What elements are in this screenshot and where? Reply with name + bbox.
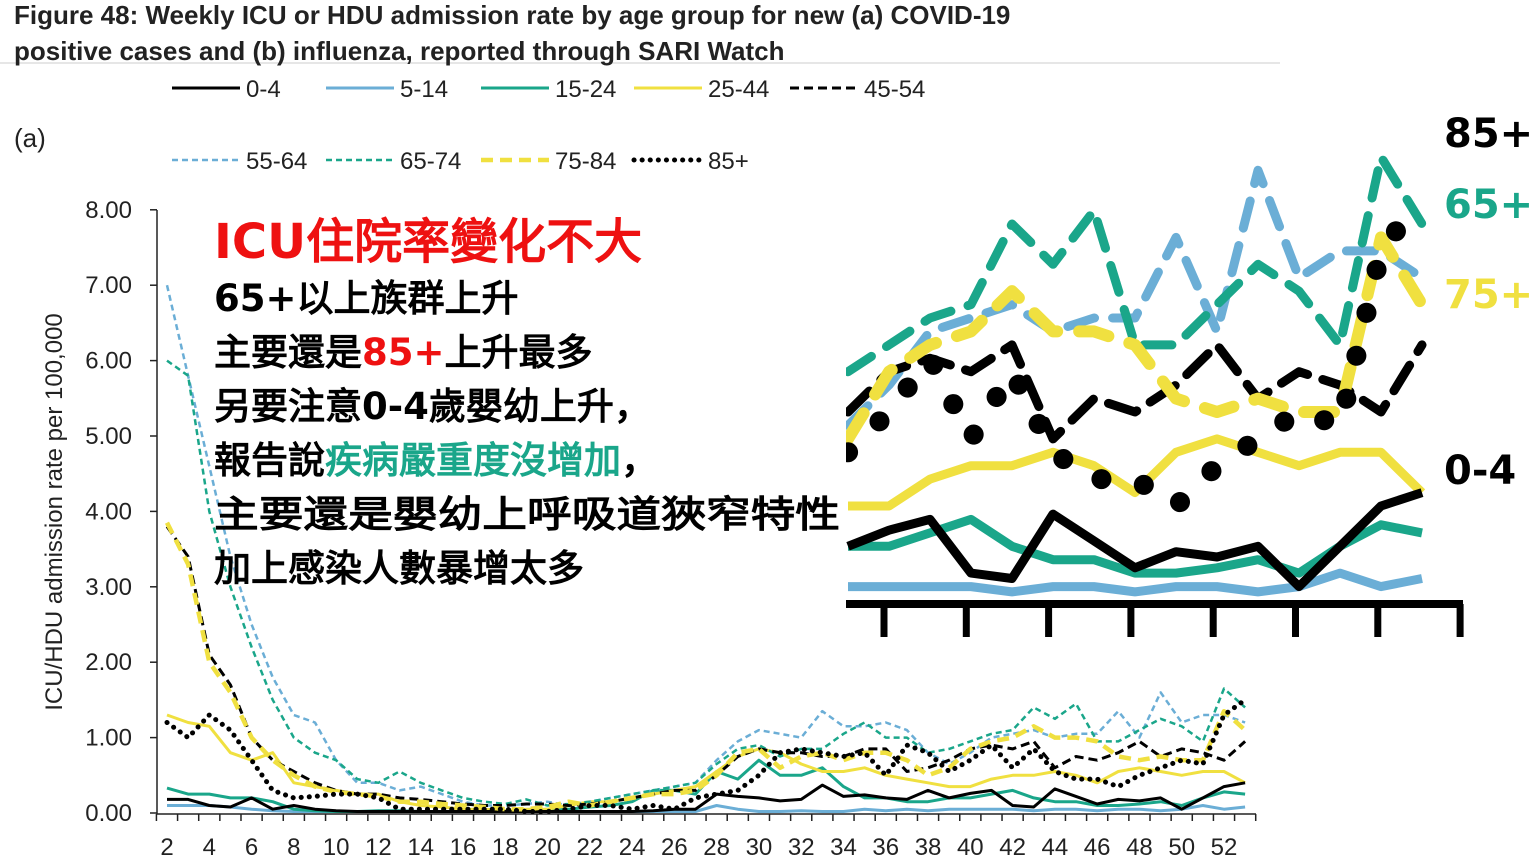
- y-tick-label: 1.00: [85, 725, 132, 752]
- x-tick-label: 20: [534, 834, 561, 861]
- annotation-line2: 主要還是85+上升最多: [214, 331, 593, 374]
- inset-line-55-64: [846, 165, 1427, 430]
- inset-label-75+: 75+: [1444, 272, 1533, 318]
- y-tick-label: 0.00: [85, 800, 132, 827]
- x-tick-label: 24: [619, 834, 646, 861]
- inset-line-65-74: [846, 152, 1427, 377]
- legend-label: 25-44: [708, 76, 769, 103]
- legend-label: 45-54: [864, 76, 925, 103]
- inset-label-0-4: 0-4: [1444, 448, 1516, 494]
- inset-line-85+: [846, 187, 1432, 516]
- x-tick-label: 12: [365, 834, 392, 861]
- series-line-75-84: [164, 521, 1247, 812]
- x-tick-label: 10: [323, 834, 350, 861]
- x-tick-label: 38: [915, 834, 942, 861]
- annotation-line6: 加上感染人數暴增太多: [214, 547, 584, 590]
- legend-item-75-84: 75-84: [481, 148, 616, 175]
- x-tick-label: 16: [450, 834, 477, 861]
- inset-line-45-54: [846, 340, 1427, 444]
- legend: 0-4 5-14 15-24 25-44 45-54 55-64 65-74 75-84 85+: [172, 76, 925, 175]
- x-tick-label: 30: [746, 834, 773, 861]
- legend-label: 15-24: [555, 76, 616, 103]
- annotation-line4: 報告說疾病嚴重度沒增加，: [214, 439, 658, 482]
- legend-item-25-44: 25-44: [634, 76, 769, 103]
- x-tick-label: 14: [407, 834, 434, 861]
- annotation-line1: 65+以上族群上升: [214, 277, 519, 320]
- legend-item-0-4: 0-4: [172, 76, 281, 103]
- y-tick-label: 4.00: [85, 498, 132, 525]
- x-tick-label: 2: [160, 834, 173, 861]
- annotation-line5: 主要還是嬰幼上呼吸道狹窄特性: [214, 493, 840, 536]
- x-tick-label: 46: [1084, 834, 1111, 861]
- x-tick-label: 4: [203, 834, 216, 861]
- inset-lines: [846, 152, 1432, 597]
- inset-line-25-44: [848, 434, 1426, 511]
- x-tick-label: 36: [872, 834, 899, 861]
- chart-title-line1: Figure 48: Weekly ICU or HDU admission r…: [14, 0, 1010, 30]
- series-lines: [164, 284, 1248, 814]
- x-tick-label: 32: [788, 834, 815, 861]
- legend-item-65-74: 65-74: [326, 148, 461, 175]
- x-tick-label: 22: [576, 834, 603, 861]
- x-tick-label: 8: [287, 834, 300, 861]
- x-tick-label: 28: [703, 834, 730, 861]
- legend-label: 55-64: [246, 148, 307, 175]
- chart-title-line2: positive cases and (b) influenza, report…: [14, 36, 784, 66]
- y-tick-label: 5.00: [85, 423, 132, 450]
- legend-item-55-64: 55-64: [172, 148, 307, 175]
- y-tick-label: 6.00: [85, 348, 132, 375]
- x-tick-label: 18: [492, 834, 519, 861]
- legend-label: 75-84: [555, 148, 616, 175]
- x-tick-label: 42: [999, 834, 1026, 861]
- x-tick-label: 50: [1168, 834, 1195, 861]
- inset-line-5-14: [848, 568, 1423, 597]
- series-line-15-24: [166, 758, 1246, 813]
- legend-label: 0-4: [246, 76, 281, 103]
- legend-item-5-14: 5-14: [326, 76, 448, 103]
- x-tick-label: 6: [245, 834, 258, 861]
- panel-label: (a): [14, 123, 46, 153]
- inset-label-85+: 85+: [1444, 111, 1533, 157]
- legend-item-85+: 85+: [631, 148, 749, 175]
- series-line-65-74: [166, 359, 1246, 807]
- x-tick-label: 40: [957, 834, 984, 861]
- series-line-55-64: [165, 284, 1246, 807]
- legend-label: 5-14: [400, 76, 448, 103]
- annotation-line3: 另要注意0-4歲嬰幼上升，: [214, 385, 651, 428]
- legend-item-15-24: 15-24: [481, 76, 616, 103]
- y-tick-label: 8.00: [85, 197, 132, 224]
- y-tick-label: 7.00: [85, 272, 132, 299]
- inset-zoom: 85+ 65+ 75+ 0-4: [846, 110, 1536, 640]
- annotation-headline: ICU住院率變化不大: [214, 214, 642, 270]
- legend-item-45-54: 45-54: [790, 76, 925, 103]
- axes: 0.001.002.003.004.005.006.007.008.002 4 6 8…: [85, 197, 1257, 861]
- series-line-0-4: [167, 781, 1246, 813]
- inset-label-65+: 65+: [1444, 182, 1533, 228]
- x-tick-label: 48: [1126, 834, 1153, 861]
- inset-line-0-4: [846, 488, 1424, 592]
- y-tick-label: 3.00: [85, 574, 132, 601]
- x-tick-label: 34: [830, 834, 857, 861]
- y-tick-label: 2.00: [85, 649, 132, 676]
- y-axis-label: ICU/HDU admission rate per 100,000: [41, 313, 68, 711]
- annotation: ICU住院率變化不大 65+以上族群上升 主要還是85+上升最多 另要注意0-4…: [214, 214, 840, 590]
- series-line-85+: [164, 697, 1248, 814]
- legend-label: 85+: [708, 148, 749, 175]
- legend-label: 65-74: [400, 148, 461, 175]
- x-tick-label: 52: [1211, 834, 1238, 861]
- x-tick-label: 26: [661, 834, 688, 861]
- x-tick-label: 44: [1042, 834, 1069, 861]
